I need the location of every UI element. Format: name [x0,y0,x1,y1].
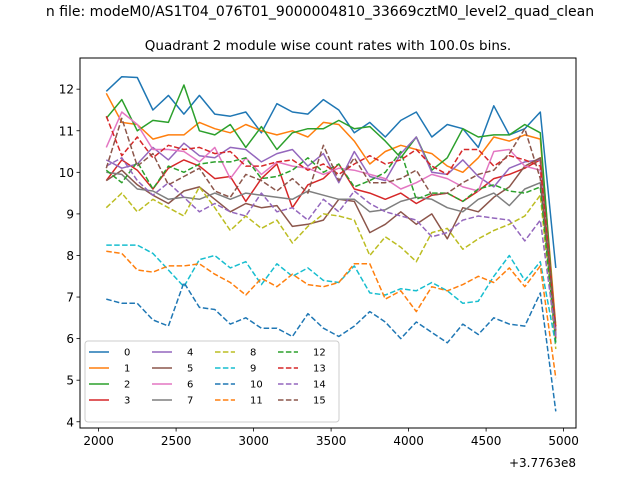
series-line-13 [105,115,557,331]
x-tick-label: 2500 [161,434,192,448]
y-tick-label: 8 [66,249,74,263]
x-tick-label: 4500 [471,434,502,448]
x-offset-label: +3.7763e8 [509,456,576,470]
y-tick-label: 10 [59,166,74,180]
figure-suptitle: n file: modeM0/AS1T04_076T01_9000004810_… [46,4,594,20]
legend-box [84,340,340,423]
legend-label-8: 8 [250,348,256,359]
series-line-15 [105,117,557,327]
legend-label-2: 2 [124,380,130,391]
y-tick-label: 11 [59,124,74,138]
series-line-11 [106,250,557,379]
legend-label-9: 9 [250,364,256,375]
series-line-14 [105,157,557,337]
legend-label-5: 5 [187,364,193,375]
series-line-6 [105,111,557,333]
series-line-9 [106,244,557,346]
y-tick-label: 9 [66,207,74,221]
legend-label-7: 7 [187,396,193,407]
legend-label-0: 0 [124,348,130,359]
y-tick-label: 7 [66,291,74,305]
x-axis: 2000 2500 3000 3500 4000 4500 5000 [83,428,579,448]
x-tick-label: 3500 [316,434,347,448]
series-line-1 [105,92,557,327]
series-line-12 [105,150,557,343]
y-tick-label: 5 [66,374,74,388]
x-tick-label: 5000 [548,434,579,448]
legend-label-1: 1 [124,364,130,375]
legend-label-12: 12 [313,348,326,359]
legend-label-15: 15 [313,396,326,407]
series-line-10 [106,281,557,412]
series-line-5 [105,157,557,331]
series-line-8 [105,186,557,350]
y-axis: 4 5 6 7 8 9 10 11 12 [59,83,80,429]
y-tick-label: 4 [66,415,74,429]
legend-label-3: 3 [124,396,130,407]
series-line-7 [106,171,557,335]
y-tick-label: 12 [59,83,74,97]
y-tick-label: 6 [66,332,74,346]
legend-label-10: 10 [250,380,263,391]
plot-lines [105,75,557,412]
chart-title: Quadrant 2 module wise count rates with … [145,38,511,54]
series-line-2 [105,84,557,337]
series-line-0 [105,75,557,268]
legend-label-11: 11 [250,396,263,407]
legend-label-6: 6 [187,380,193,391]
plot-frame [79,57,577,429]
x-tick-label: 2000 [83,434,114,448]
x-tick-label: 3000 [238,434,269,448]
legend-label-13: 13 [313,364,326,375]
legend-label-14: 14 [313,380,326,391]
legend-label-4: 4 [187,348,193,359]
x-tick-label: 4000 [393,434,424,448]
